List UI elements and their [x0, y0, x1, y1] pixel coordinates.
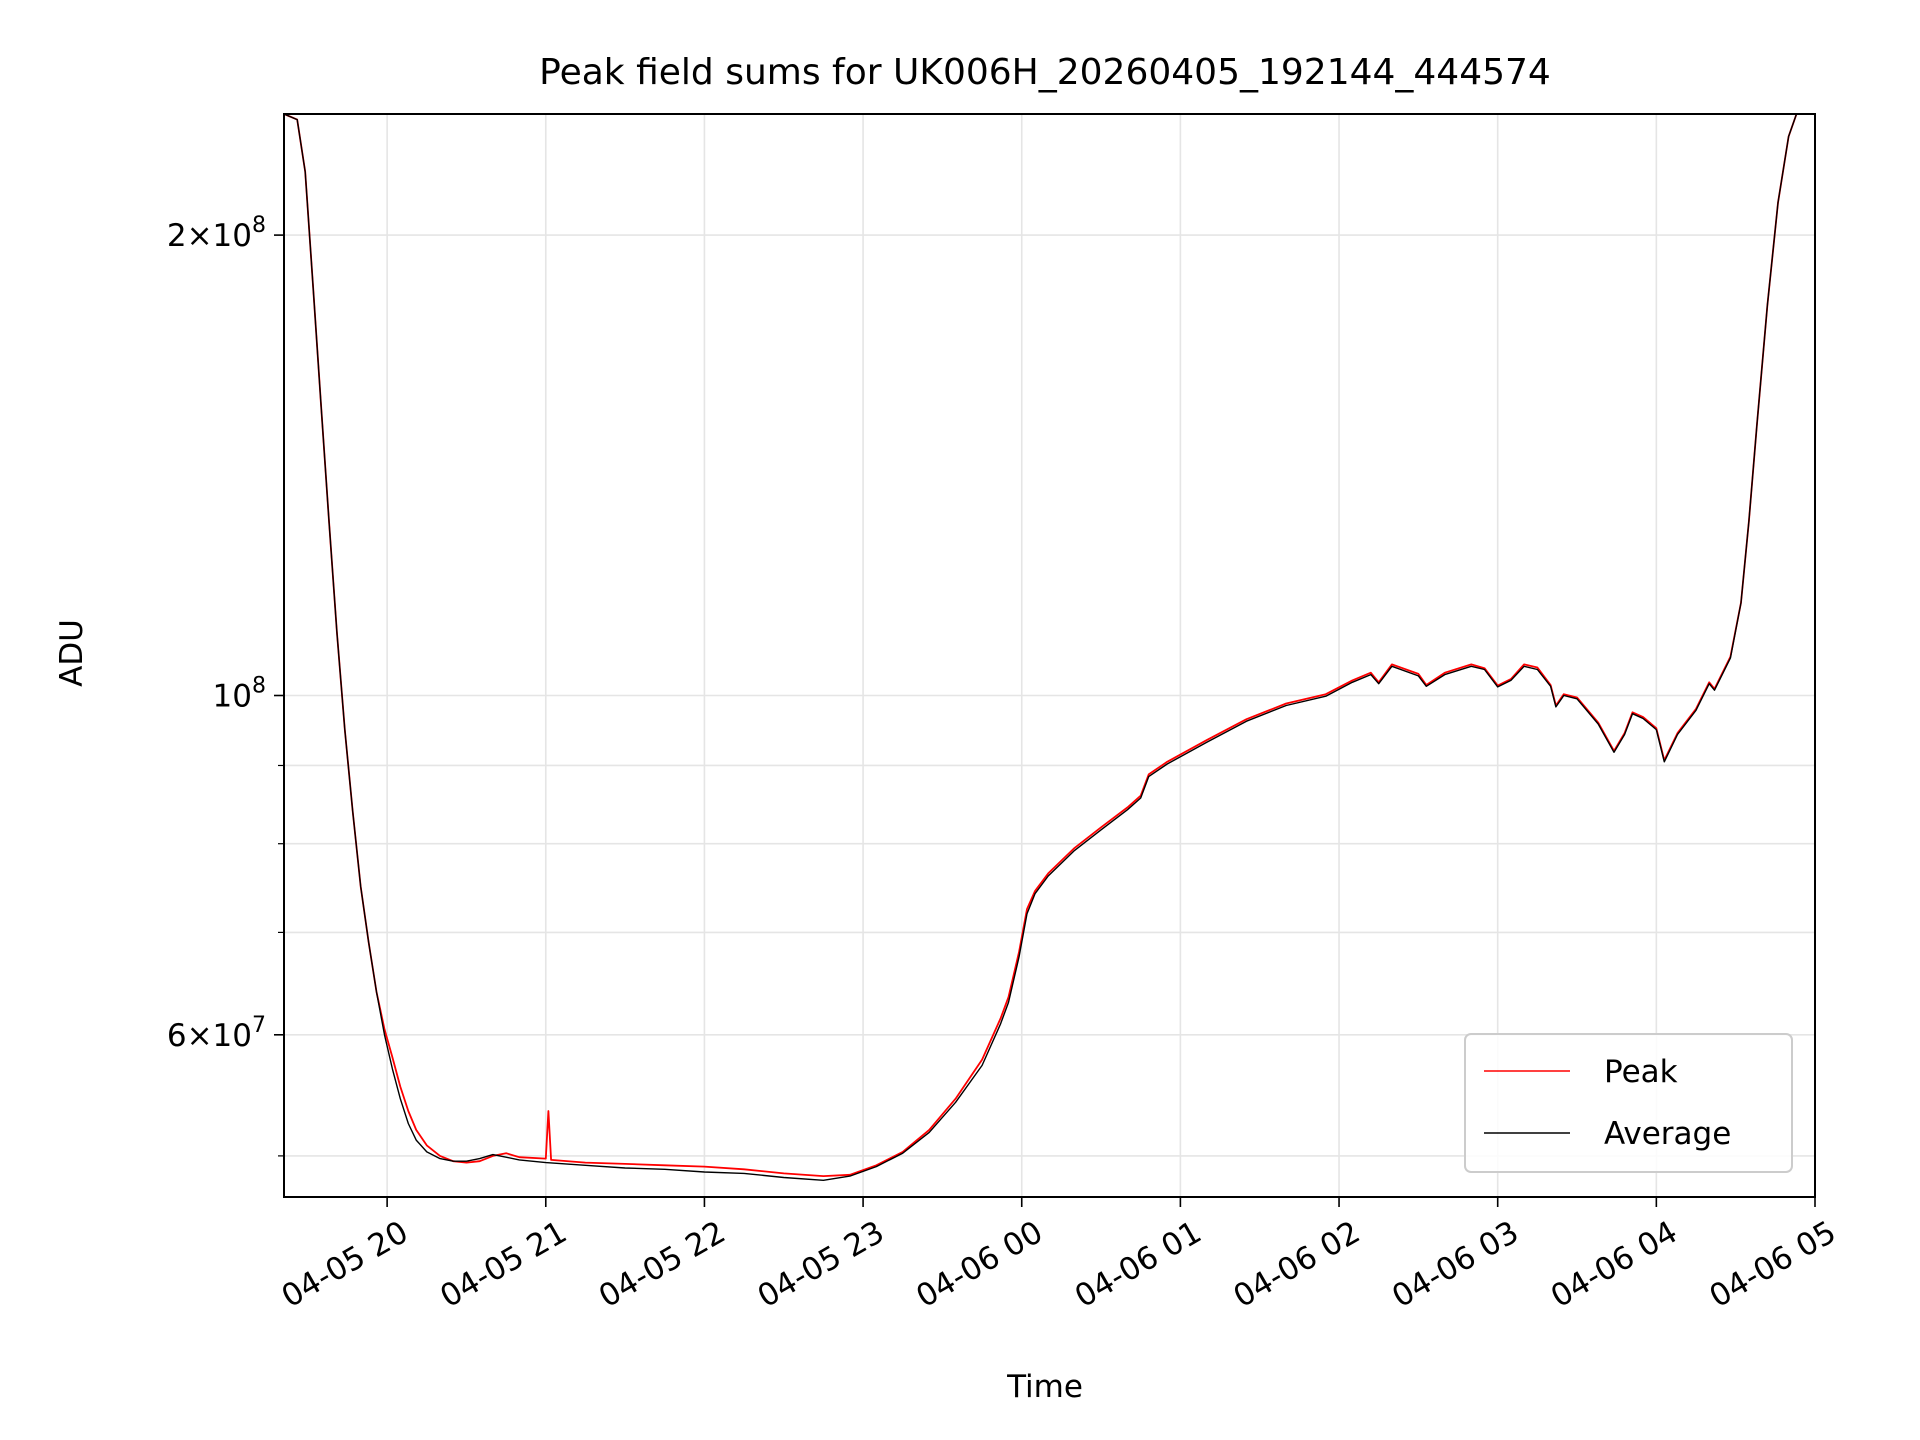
legend-label-peak: Peak — [1604, 1054, 1678, 1090]
series-line-peak — [283, 113, 1815, 1177]
y-axis-label: ADU — [54, 619, 90, 687]
legend-box — [1464, 1033, 1793, 1173]
legend-label-average: Average — [1604, 1116, 1731, 1152]
y-tick-label: 6×107 — [167, 1013, 266, 1054]
x-axis-label: Time — [1006, 1369, 1083, 1405]
y-tick-label: 108 — [213, 674, 266, 715]
plot-area — [283, 113, 1816, 1198]
y-tick-label: 2×108 — [167, 213, 266, 254]
legend: Peak Average — [1464, 1033, 1793, 1173]
chart-title: Peak field sums for UK006H_20260405_1921… — [539, 52, 1551, 93]
series-group — [283, 113, 1815, 1182]
series-line-average — [283, 113, 1815, 1182]
